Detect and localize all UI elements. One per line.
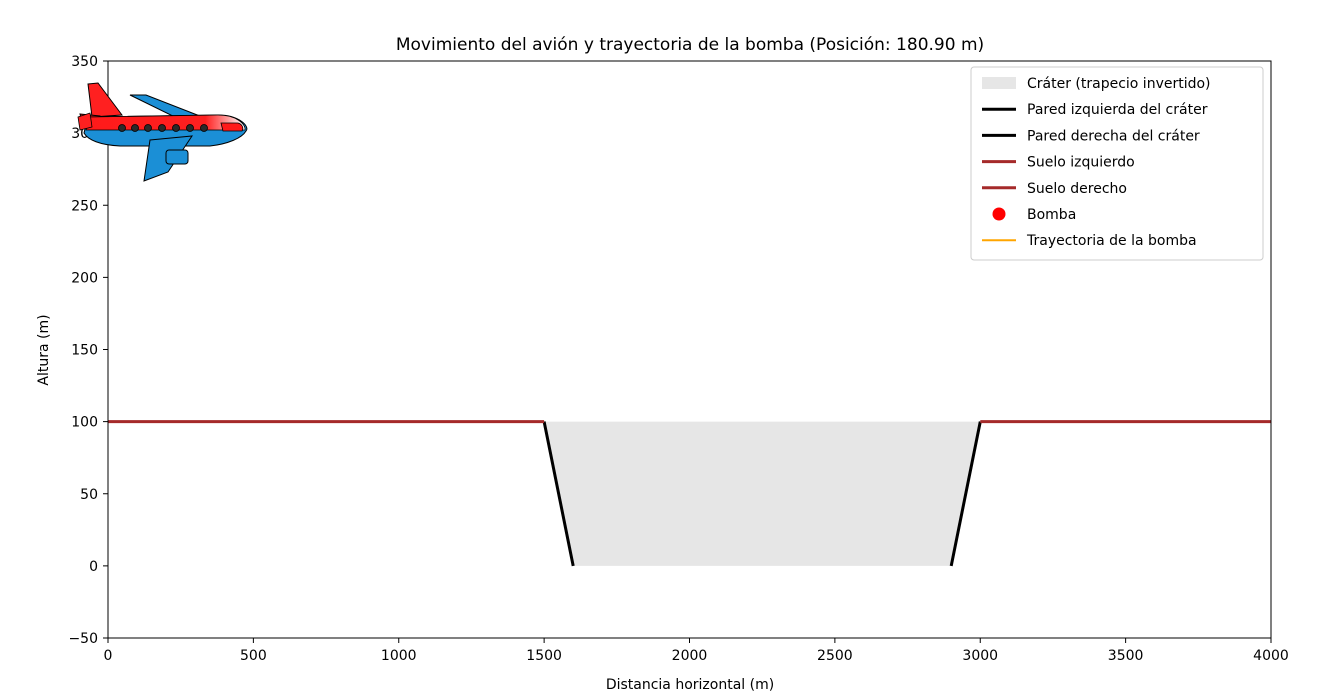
legend: Cráter (trapecio invertido) Pared izquier… [970,66,1264,261]
y-tick-label: 250 [71,198,98,214]
x-tick-label: 3500 [1108,648,1144,664]
x-tick-label: 1500 [526,648,562,664]
legend-item-crater-trapecio-invertido: Cráter (trapecio invertido) [982,76,1211,92]
airplane-icon [77,82,248,182]
x-tick-label: 500 [240,648,267,664]
x-tick-label: 1000 [381,648,417,664]
y-tick-label: 0 [89,559,98,575]
y-tick-label: 150 [71,343,98,359]
series-crater-trapecio-invertido [544,421,981,566]
legend-swatch [982,77,1016,89]
x-tick-label: 3000 [962,648,998,664]
y-tick-label: 350 [71,54,98,70]
legend-item-pared-derecha-del-crater: Pared derecha del cráter [982,128,1200,144]
chart-title: Movimiento del avión y trayectoria de la… [396,35,984,55]
legend-box [970,66,1264,261]
x-tick-label: 0 [104,648,113,664]
legend-item-suelo-derecho: Suelo derecho [982,181,1127,197]
y-tick-label: 50 [80,487,98,503]
y-tick-label: −50 [68,631,98,647]
legend-item-trayectoria-de-la-bomba: Trayectoria de la bomba [982,233,1197,249]
legend-item-bomba: Bomba [992,207,1076,223]
legend-label: Bomba [1027,207,1076,223]
legend-label: Trayectoria de la bomba [1026,233,1197,249]
legend-item-suelo-izquierdo: Suelo izquierdo [982,155,1135,171]
legend-label: Pared izquierda del cráter [1027,102,1208,118]
x-axis-title: Distancia horizontal (m) [606,677,774,693]
y-axis-title: Altura (m) [36,314,52,385]
y-tick-label: 200 [71,270,98,286]
legend-swatch [992,207,1006,221]
y-tick-label: 100 [71,415,98,431]
x-tick-label: 4000 [1253,648,1289,664]
legend-label: Pared derecha del cráter [1027,128,1200,144]
series-pared-izquierda-del-crater [542,421,575,567]
legend-label: Cráter (trapecio invertido) [1027,76,1211,92]
series-pared-derecha-del-crater [949,421,982,567]
legend-item-pared-izquierda-del-crater: Pared izquierda del cráter [982,102,1208,118]
legend-label: Suelo izquierdo [1027,155,1135,171]
x-tick-label: 2000 [672,648,708,664]
legend-label: Suelo derecho [1027,181,1127,197]
x-axis: 0 500 1000 1500 2000 2500 3000 3500 4000 [104,638,1289,664]
x-tick-label: 2500 [817,648,853,664]
plot-area [108,420,1271,567]
